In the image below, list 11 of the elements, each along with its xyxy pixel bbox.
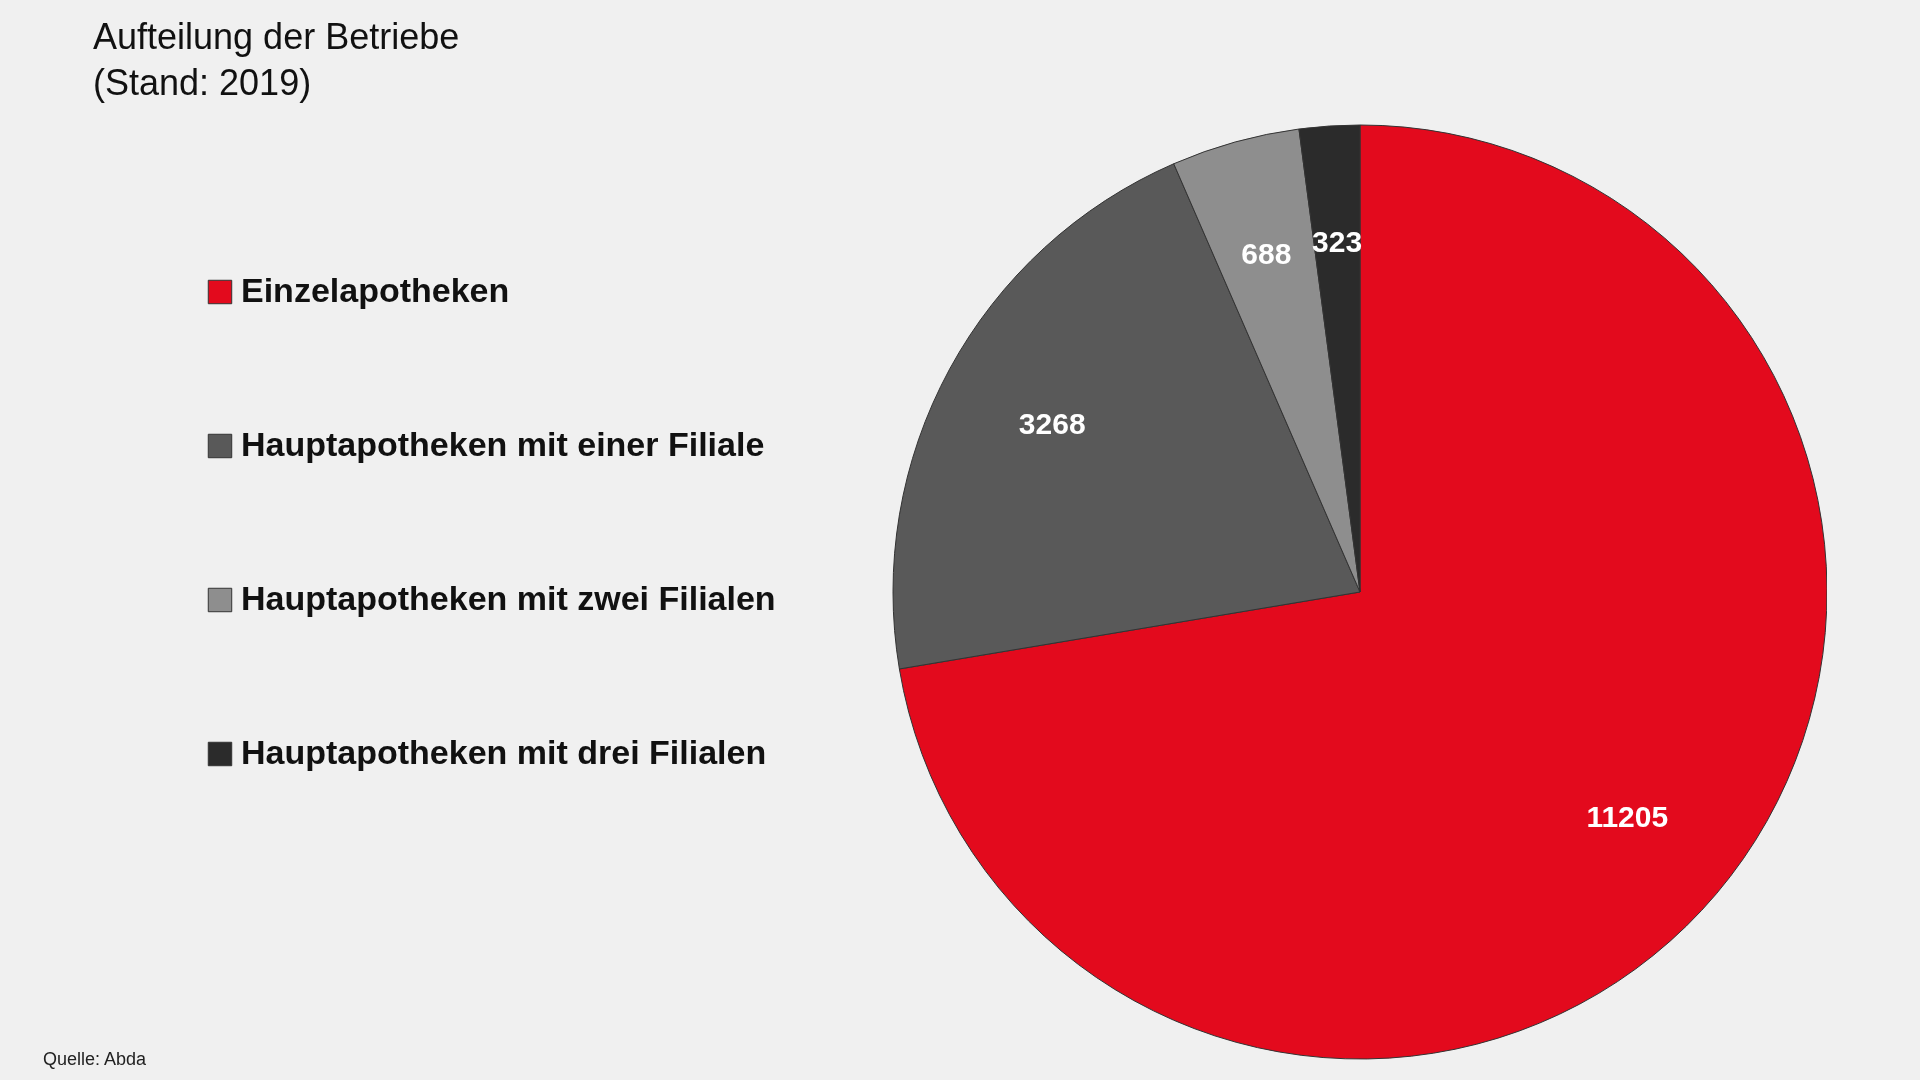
data-label: 11205 <box>1586 800 1669 834</box>
chart-title: Aufteilung der Betriebe <box>93 16 460 57</box>
chart-subtitle: (Stand: 2019) <box>93 62 312 103</box>
legend-label: Hauptapotheken mit einer Filiale <box>241 425 765 463</box>
data-label: 3268 <box>1018 406 1086 440</box>
legend-label: Hauptapotheken mit zwei Filialen <box>241 579 776 617</box>
data-label: 323 <box>1312 224 1363 258</box>
legend-label: Hauptapotheken mit drei Filialen <box>241 733 767 771</box>
source-note: Quelle: Abda <box>43 1049 148 1069</box>
data-label: 688 <box>1241 236 1292 270</box>
legend-label: Einzelapotheken <box>241 271 510 309</box>
